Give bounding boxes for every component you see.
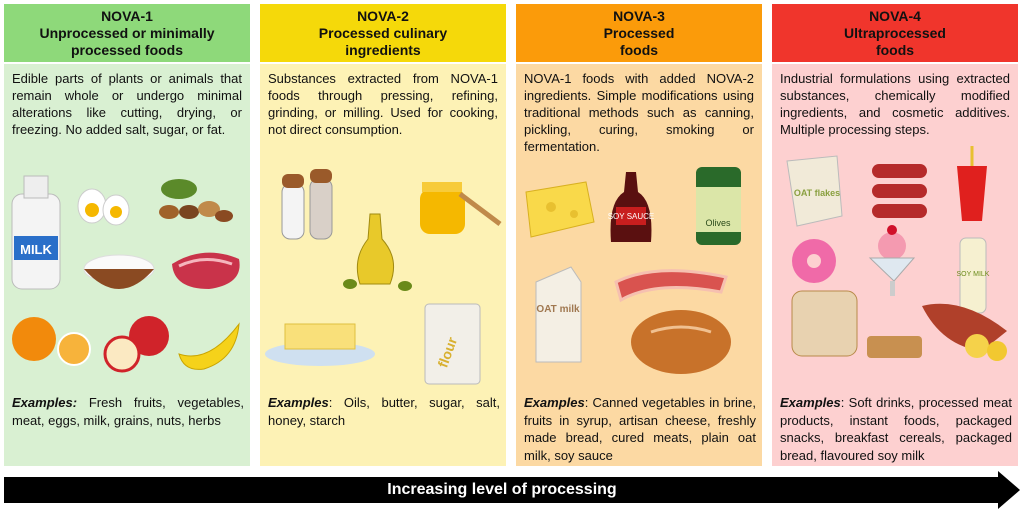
oat-flakes-label: OAT flakes xyxy=(794,188,840,198)
bacon-icon xyxy=(614,269,728,303)
butter-icon xyxy=(265,323,375,366)
nova-1-description: Edible parts of plants or animals that r… xyxy=(12,71,242,137)
oat-milk-label: OAT milk xyxy=(536,304,580,315)
nova-3-examples: Examples: Canned vegetables in brine, fr… xyxy=(524,395,756,463)
nova-3-subtitle: Processed foods xyxy=(603,25,675,58)
svg-text:MILK: MILK xyxy=(20,242,52,257)
olives-label: Olives xyxy=(705,218,731,228)
sausages-icon xyxy=(872,164,927,218)
nova-3-header: NOVA-3 Processed foods xyxy=(516,4,762,62)
bananas-icon xyxy=(178,322,240,370)
salt-pepper-shakers-icon xyxy=(281,169,333,240)
honey-jar-icon xyxy=(420,182,502,234)
nova-1-food-illustrations: MILK xyxy=(11,175,240,373)
soy-sauce-label: SOY SAUCE xyxy=(608,212,655,221)
nova-3-title: NOVA-3 xyxy=(613,8,665,24)
nova-2-description: Substances extracted from NOVA-1 foods t… xyxy=(268,71,498,137)
orange-icon xyxy=(12,317,91,366)
nova-4-column: NOVA-4 Ultraprocessed foods Industrial f… xyxy=(772,4,1018,466)
milk-bottle-icon: MILK xyxy=(11,175,61,290)
nova-3-column: NOVA-3 Processed foods NOVA-1 foods with… xyxy=(516,4,762,466)
nova-4-title: NOVA-4 xyxy=(869,8,921,24)
sliced-bread-icon xyxy=(791,290,922,358)
nuts-icon xyxy=(159,179,233,222)
flour-bag-icon: flour xyxy=(424,303,481,385)
nova-2-body: Substances extracted from NOVA-1 foods t… xyxy=(260,64,506,466)
nova-4-examples: Examples: Soft drinks, processed meat pr… xyxy=(780,395,1012,463)
steak-icon xyxy=(172,252,240,289)
nova-1-subtitle: Unprocessed or minimally processed foods xyxy=(39,25,215,58)
nova-1-examples: Examples: Fresh fruits, vegetables, meat… xyxy=(12,395,244,428)
nova-4-header: NOVA-4 Ultraprocessed foods xyxy=(772,4,1018,62)
nova-4-subtitle: Ultraprocessed foods xyxy=(844,25,946,58)
cheese-icon xyxy=(525,181,595,238)
nova-3-body: NOVA-1 foods with added NOVA-2 ingredien… xyxy=(516,64,762,466)
nova-3-food-illustrations: SOY SAUCE Olives OAT milk xyxy=(525,167,741,374)
nova-2-subtitle: Processed culinary ingredients xyxy=(318,25,448,58)
eggs-icon xyxy=(77,188,130,226)
oat-flakes-box-icon: OAT flakes xyxy=(786,155,843,227)
arrowhead-icon xyxy=(998,471,1020,509)
canned-olives-icon: Olives xyxy=(696,167,741,245)
olive-oil-icon xyxy=(343,213,412,291)
soy-milk-bottle-icon: SOY MILK xyxy=(957,237,990,314)
nova-4-food-illustrations: OAT flakes SOY MILK xyxy=(786,146,1007,361)
bread-loaf-icon xyxy=(631,310,731,374)
nova-2-title: NOVA-2 xyxy=(357,8,409,24)
rice-bowl-icon xyxy=(83,254,155,289)
nova-3-description: NOVA-1 foods with added NOVA-2 ingredien… xyxy=(524,71,754,154)
nova-1-title: NOVA-1 xyxy=(101,8,153,24)
nova-2-food-illustrations: flour xyxy=(265,169,502,385)
nova-1-column: NOVA-1 Unprocessed or minimally processe… xyxy=(4,4,250,466)
soy-milk-label: SOY MILK xyxy=(957,271,990,278)
nova-4-description: Industrial formulations using extracted … xyxy=(780,71,1010,137)
nova-1-header: NOVA-1 Unprocessed or minimally processe… xyxy=(4,4,250,62)
nova-2-header: NOVA-2 Processed culinary ingredients xyxy=(260,4,506,62)
arrow-label: Increasing level of processing xyxy=(387,481,617,498)
apple-icon xyxy=(103,316,169,373)
oat-milk-carton-icon: OAT milk xyxy=(535,266,582,363)
processing-arrow: Increasing level of processing xyxy=(4,477,1000,503)
chips-icon xyxy=(922,303,1007,361)
nova-1-body: Edible parts of plants or animals that r… xyxy=(4,64,250,466)
ice-cream-sundae-icon xyxy=(868,225,916,296)
nova-4-body: Industrial formulations using extracted … xyxy=(772,64,1018,466)
donut-icon xyxy=(792,239,836,283)
nova-2-examples: Examples: Oils, butter, sugar, salt, hon… xyxy=(268,395,500,428)
soft-drink-cup-icon xyxy=(957,146,987,221)
nova-2-column: NOVA-2 Processed culinary ingredients Su… xyxy=(260,4,506,466)
soy-sauce-icon: SOY SAUCE xyxy=(608,172,655,242)
